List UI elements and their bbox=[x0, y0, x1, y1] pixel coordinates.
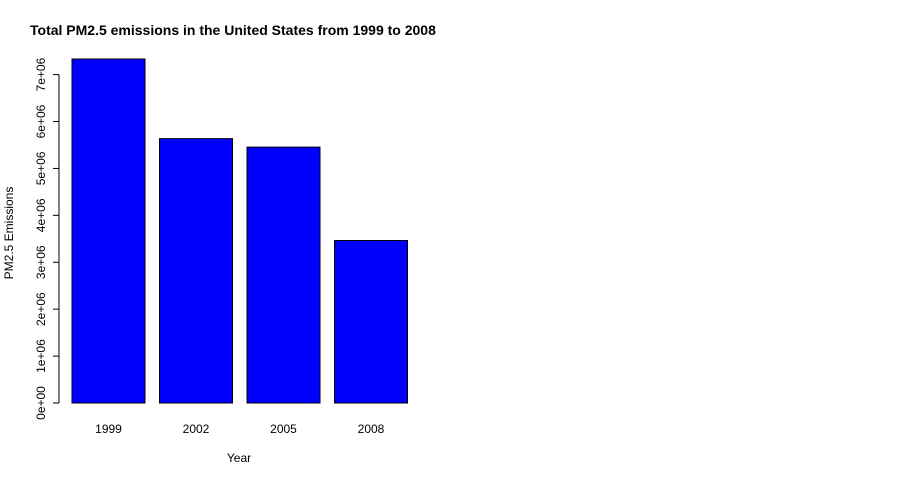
x-tick-labels: 1999 2002 2005 2008 bbox=[95, 422, 385, 436]
y-tick-label: 0e+00 bbox=[34, 386, 48, 420]
chart-title: Total PM2.5 emissions in the United Stat… bbox=[30, 22, 436, 38]
y-tick-label: 2e+06 bbox=[34, 292, 48, 326]
y-tick-label: 7e+06 bbox=[34, 57, 48, 91]
y-tick-label: 3e+06 bbox=[34, 245, 48, 279]
bar-1999 bbox=[71, 58, 146, 404]
y-tick-label: 6e+06 bbox=[34, 104, 48, 138]
bar-2008 bbox=[334, 239, 408, 404]
x-tick-label: 1999 bbox=[95, 422, 122, 436]
x-tick-label: 2005 bbox=[270, 422, 297, 436]
y-tick-label: 1e+06 bbox=[34, 339, 48, 373]
y-tick-label: 5e+06 bbox=[34, 151, 48, 185]
bar-2005 bbox=[246, 146, 321, 404]
bar-2002 bbox=[159, 138, 233, 404]
x-tick-label: 2002 bbox=[183, 422, 210, 436]
x-tick-label: 2008 bbox=[358, 422, 385, 436]
x-axis-label: Year bbox=[227, 451, 251, 465]
y-axis-label: PM2.5 Emissions bbox=[2, 187, 16, 280]
bars-group bbox=[71, 58, 408, 404]
y-tick-label: 4e+06 bbox=[34, 198, 48, 232]
y-axis: 0e+00 1e+06 2e+06 3e+06 4e+06 5e+06 6e+06 7e+06 bbox=[34, 57, 60, 420]
